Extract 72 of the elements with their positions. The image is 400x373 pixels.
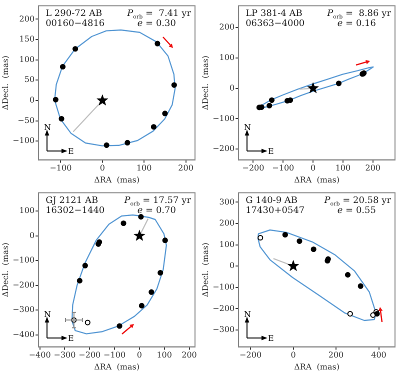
y-tick-label: −100	[12, 256, 35, 265]
annotation: N	[244, 310, 251, 319]
y-tick-label: 300	[219, 197, 235, 206]
y-tick-label: −100	[212, 114, 235, 123]
x-axis-title: ΔRA (mas)	[294, 175, 340, 184]
x-tick-label: −200	[240, 350, 262, 360]
annotation: N	[244, 122, 251, 132]
y-tick-label: 200	[19, 14, 35, 24]
x-tick-label: 200	[182, 350, 197, 360]
x-tick-label: −100	[50, 164, 72, 173]
text: 17430+0547	[246, 206, 305, 216]
x-tick-label: 200	[178, 164, 194, 173]
y-tick-label: −200	[212, 144, 235, 154]
y-tick-label: 100	[19, 206, 35, 216]
x-tick-label: −200	[78, 350, 101, 360]
annotation: e = 0.16	[337, 18, 376, 29]
x-tick-label: 100	[136, 164, 152, 173]
text: 00160−4816	[46, 18, 105, 29]
text: 16302−1440	[46, 206, 105, 216]
y-tick-label: 50	[24, 75, 35, 84]
y-tick-label: −200	[212, 304, 235, 313]
y-tick-label: −100	[12, 136, 35, 146]
annotation: e = 0.30	[137, 18, 176, 29]
y-axis-title: ΔDecl. (mas)	[200, 242, 210, 297]
y-tick-label: 100	[219, 240, 235, 249]
text: 06363−4000	[246, 18, 305, 29]
y-axis-title: ΔDecl. (mas)	[0, 242, 10, 297]
x-tick-label: 0	[290, 350, 296, 360]
annotation: N	[44, 310, 51, 319]
x-tick-label: 200	[365, 164, 381, 173]
x-tick-label: 100	[335, 164, 351, 173]
chart-title: LP 381-4 AB	[246, 8, 303, 19]
y-tick-label: 0	[29, 96, 35, 105]
x-axis-title: ΔRA (mas)	[294, 362, 340, 372]
x-tick-label: 0	[100, 164, 105, 173]
annotation: E	[268, 334, 274, 343]
annotation: N	[44, 122, 51, 132]
x-tick-label: −100	[272, 164, 294, 173]
x-tick-label: −300	[54, 350, 76, 360]
y-tick-label: −300	[12, 305, 35, 314]
x-tick-label: 100	[156, 350, 172, 360]
annotation: e = 0.70	[137, 206, 176, 216]
y-tick-label: 200	[219, 218, 235, 228]
x-tick-label: 0	[136, 350, 142, 360]
annotation: E	[68, 334, 74, 343]
chart-title: GJ 2121 AB	[46, 196, 98, 206]
y-tick-label: 150	[19, 34, 35, 44]
y-tick-label: 0	[229, 83, 235, 92]
x-tick-label: −200	[242, 164, 264, 173]
annotation: e = 0.55	[337, 206, 376, 216]
chart-title: L 290-72 AB	[46, 8, 102, 19]
y-axis-title: ΔDecl. (mas)	[200, 56, 210, 110]
annotation: E	[68, 146, 74, 156]
y-tick-label: 100	[19, 54, 35, 64]
y-tick-label: −50	[18, 116, 35, 125]
x-axis-title: ΔRA (mas)	[94, 175, 140, 184]
y-tick-label: 0	[229, 261, 235, 270]
x-tick-label: 0	[310, 164, 316, 173]
x-axis-title: ΔRA (mas)	[94, 362, 140, 372]
x-tick-label: 400	[371, 350, 386, 360]
y-tick-label: 200	[219, 22, 235, 32]
y-tick-label: −400	[12, 330, 35, 339]
y-tick-label: −300	[212, 325, 235, 334]
y-tick-label: 0	[29, 230, 35, 240]
y-axis-title: ΔDecl. (mas)	[0, 56, 10, 110]
y-tick-label: −200	[12, 280, 35, 290]
y-tick-label: 100	[219, 52, 235, 62]
annotation: E	[268, 146, 274, 156]
x-tick-label: −100	[104, 350, 126, 360]
x-tick-label: 200	[328, 350, 344, 360]
chart-title: G 140-9 AB	[246, 196, 298, 206]
y-tick-label: −100	[212, 282, 235, 292]
